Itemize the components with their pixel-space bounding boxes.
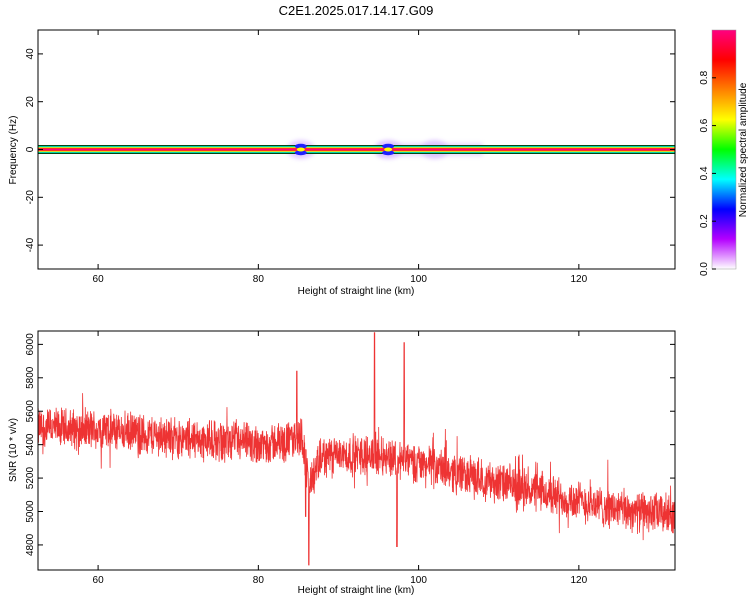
spectrogram-y-tick-label: 20 xyxy=(25,96,36,108)
snr-x-tick-label: 60 xyxy=(93,575,105,586)
spectrogram-x-tick-label: 60 xyxy=(93,274,105,285)
spectrogram-feature-core xyxy=(296,147,305,152)
colorbar-tick-label: 0.4 xyxy=(699,166,710,180)
spectrogram-feature-core xyxy=(382,143,395,149)
spectrogram-feature-core xyxy=(382,150,395,156)
snr-frame xyxy=(37,330,676,571)
spectrogram-feature-core xyxy=(384,147,393,152)
snr-y-tick-label: 4800 xyxy=(25,533,36,556)
snr-panel: 60 80 100 120 4800500052005400560058006000 … xyxy=(8,330,676,596)
snr-y-tick-label: 5600 xyxy=(25,400,36,423)
spectrogram-y-axis-label: Frequency (Hz) xyxy=(8,116,19,185)
spectrogram-x-tick-label: 120 xyxy=(571,274,588,285)
snr-series-line xyxy=(38,332,675,566)
chart-title: C2E1.2025.017.14.17.G09 xyxy=(279,3,434,18)
spectrogram-x-tick-label: 80 xyxy=(253,274,265,285)
snr-y-tick-label: 5000 xyxy=(25,500,36,523)
spectrogram-x-tick-label: 100 xyxy=(410,274,427,285)
spectrogram-y-tick-label: 40 xyxy=(25,48,36,60)
snr-y-tick-label: 6000 xyxy=(25,333,36,356)
snr-x-tick-label: 100 xyxy=(410,575,427,586)
snr-y-tick-label: 5800 xyxy=(25,366,36,389)
colorbar-gradient xyxy=(712,30,736,269)
snr-x-tick-label: 120 xyxy=(571,575,588,586)
colorbar-label: Normalized spectral amplitude xyxy=(738,82,749,217)
spectrogram-feature-core xyxy=(294,150,307,156)
colorbar-tick-label: 0.6 xyxy=(699,118,710,132)
spectrogram-band-layer xyxy=(38,148,675,151)
spectrogram-feature-core xyxy=(294,143,307,149)
snr-y-tick-label: 5400 xyxy=(25,433,36,456)
spectrogram-panel: 60 80 100 120 -40 -20 0 20 40 Height of straigh… xyxy=(8,29,676,297)
snr-x-tick-label: 80 xyxy=(253,575,265,586)
spectrogram-y-tick-label: -40 xyxy=(25,237,36,252)
snr-y-axis-label: SNR (10 * v/v) xyxy=(8,418,19,482)
colorbar-tick-label: 0.8 xyxy=(699,70,710,84)
spectrogram-y-tick-label: -20 xyxy=(25,190,36,205)
colorbar: 0.0 0.2 0.4 0.6 0.8 Normalized spectral ampl… xyxy=(699,29,749,276)
snr-y-tick-label: 5200 xyxy=(25,467,36,490)
spectrogram-x-axis-label: Height of straight line (km) xyxy=(298,286,415,297)
spectrogram-y-tick-label: 0 xyxy=(25,146,36,152)
colorbar-frame xyxy=(711,29,737,270)
colorbar-tick-label: 0.0 xyxy=(699,262,710,276)
colorbar-tick-label: 0.2 xyxy=(699,214,710,228)
snr-x-axis-label: Height of straight line (km) xyxy=(298,585,415,596)
